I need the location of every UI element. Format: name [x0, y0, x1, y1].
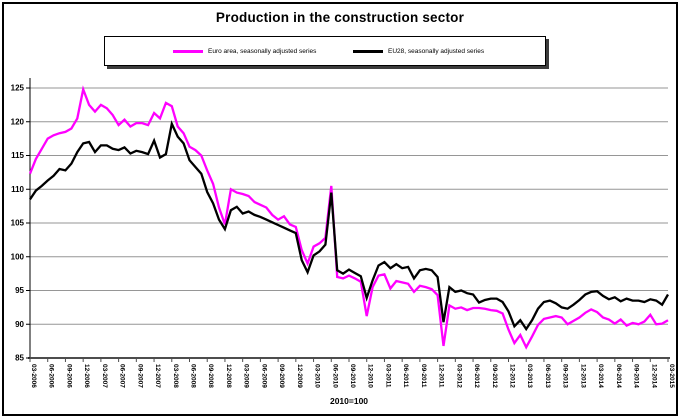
x-tick-label: 12-2012: [509, 364, 516, 388]
x-tick-label: 03-2008: [172, 364, 179, 388]
x-tick-label: 03-2010: [314, 364, 321, 388]
x-tick-label: 03-2015: [668, 364, 675, 388]
x-tick-label: 09-2006: [65, 364, 72, 388]
x-tick-label: 12-2008: [225, 364, 232, 388]
y-tick-label: 90: [15, 320, 24, 329]
x-tick-label: 12-2010: [367, 364, 374, 388]
x-tick-label: 03-2013: [526, 364, 533, 388]
y-axis-tick-labels: 85 90 95 100 105 110 115 120 125: [11, 84, 30, 363]
x-tick-label: 09-2011: [420, 364, 427, 388]
x-tick-label: 03-2007: [101, 364, 108, 388]
x-tick-label: 12-2011: [438, 364, 445, 388]
x-tick-label: 03-2012: [455, 364, 462, 388]
x-tick-label: 09-2010: [349, 364, 356, 388]
x-tick-label: 06-2011: [402, 364, 409, 388]
x-axis-tick-labels: 03-2006 06-2006 09-2006 12-2006 03-2007 06-20…: [29, 358, 675, 388]
x-tick-label: 09-2007: [136, 364, 143, 388]
eu28-series-line: [29, 120, 669, 332]
x-tick-label: 09-2009: [278, 364, 285, 388]
chart-title: Production in the construction sector: [215, 10, 465, 25]
x-tick-label: 06-2009: [260, 364, 267, 388]
x-tick-label: 09-2012: [491, 364, 498, 388]
x-tick-label: 06-2013: [544, 364, 551, 388]
y-tick-label: 110: [11, 185, 24, 194]
euro-area-series-line: [28, 85, 669, 350]
x-tick-label: 03-2011: [384, 364, 391, 388]
legend-item-eu28: EU28, seasonally adjusted series: [353, 37, 484, 65]
x-tick-label: 06-2006: [48, 364, 55, 388]
index-base-note: 2010=100: [329, 396, 369, 406]
y-tick-label: 125: [11, 84, 25, 93]
x-tick-label: 09-2008: [207, 364, 214, 388]
x-tick-label: 12-2007: [154, 364, 161, 388]
x-tick-label: 03-2006: [30, 364, 37, 388]
x-tick-label: 09-2013: [562, 364, 569, 388]
y-tick-label: 105: [11, 219, 25, 228]
eu28-line-swatch: [353, 49, 383, 53]
y-tick-label: 120: [11, 117, 25, 126]
x-tick-label: 03-2014: [597, 364, 604, 388]
x-tick-label: 12-2009: [296, 364, 303, 388]
y-tick-label: 100: [11, 252, 25, 261]
legend-label-eu28: EU28, seasonally adjusted series: [388, 47, 485, 55]
x-tick-label: 12-2013: [579, 364, 586, 388]
y-tick-label: 115: [11, 151, 24, 160]
gridlines: [30, 87, 668, 325]
x-tick-label: 12-2014: [650, 364, 657, 388]
x-tick-label: 06-2007: [119, 364, 126, 388]
y-tick-label: 95: [15, 286, 24, 295]
y-tick-label: 85: [15, 354, 24, 363]
legend-item-euro-area: Euro area, seasonally adjusted series: [173, 37, 316, 65]
x-tick-label: 03-2009: [243, 364, 250, 388]
euro-area-line-swatch: [173, 49, 203, 53]
x-tick-label: 09-2014: [633, 364, 640, 388]
x-tick-label: 06-2010: [331, 364, 338, 388]
x-tick-label: 12-2006: [83, 364, 90, 388]
x-tick-label: 06-2012: [473, 364, 480, 388]
x-tick-label: 06-2008: [190, 364, 197, 388]
legend: Euro area, seasonally adjusted series EU…: [104, 36, 546, 66]
x-tick-label: 06-2014: [615, 364, 622, 388]
legend-label-euro-area: Euro area, seasonally adjusted series: [208, 47, 317, 55]
